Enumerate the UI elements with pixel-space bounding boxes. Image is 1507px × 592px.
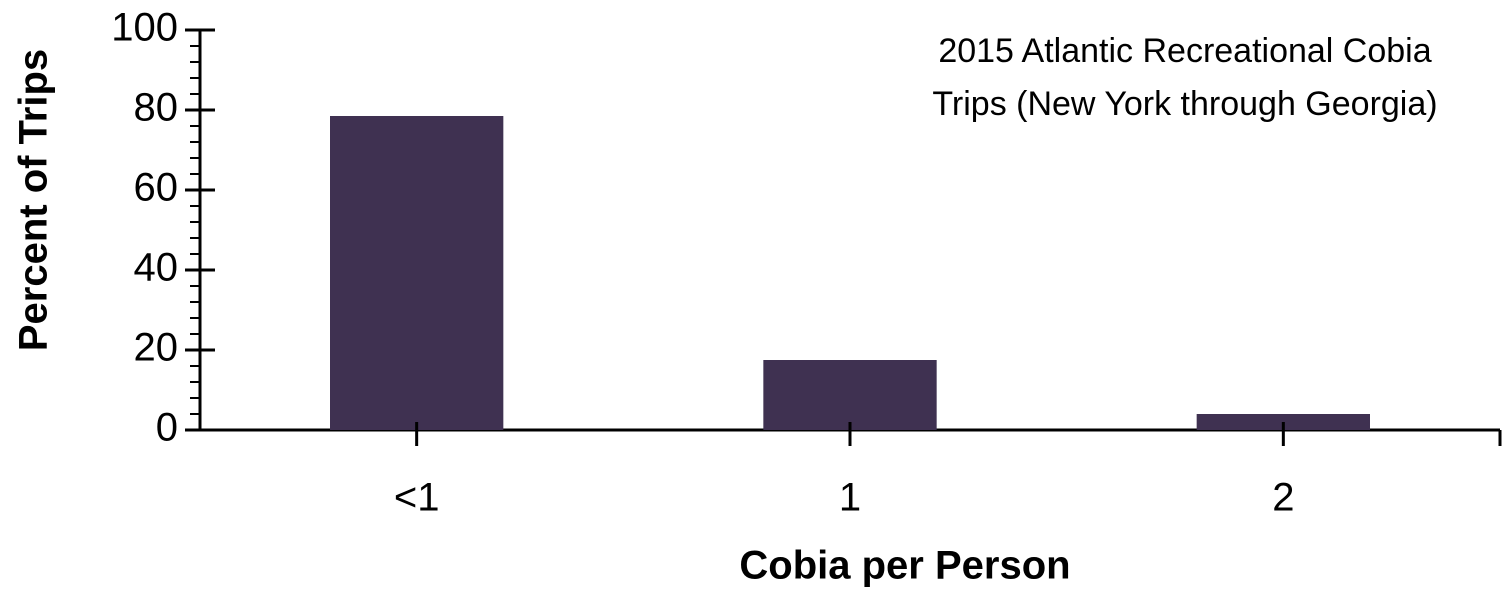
x-tick-label: 1	[839, 476, 861, 520]
y-tick-label: 100	[111, 6, 178, 50]
chart-title: 2015 Atlantic Recreational Cobia	[938, 32, 1431, 70]
y-tick-label: 60	[134, 166, 179, 210]
y-tick-label: 20	[134, 326, 179, 370]
y-tick-label: 80	[134, 86, 179, 130]
bar	[330, 116, 504, 430]
y-tick-label: 40	[134, 246, 179, 290]
chart-title: Trips (New York through Georgia)	[932, 85, 1437, 123]
y-tick-label: 0	[156, 406, 178, 450]
y-axis-label: Percent of Trips	[12, 49, 56, 351]
x-tick-label: <1	[394, 476, 440, 520]
x-tick-label: 2	[1272, 476, 1294, 520]
x-axis-label: Cobia per Person	[739, 544, 1070, 588]
bar	[763, 360, 937, 430]
